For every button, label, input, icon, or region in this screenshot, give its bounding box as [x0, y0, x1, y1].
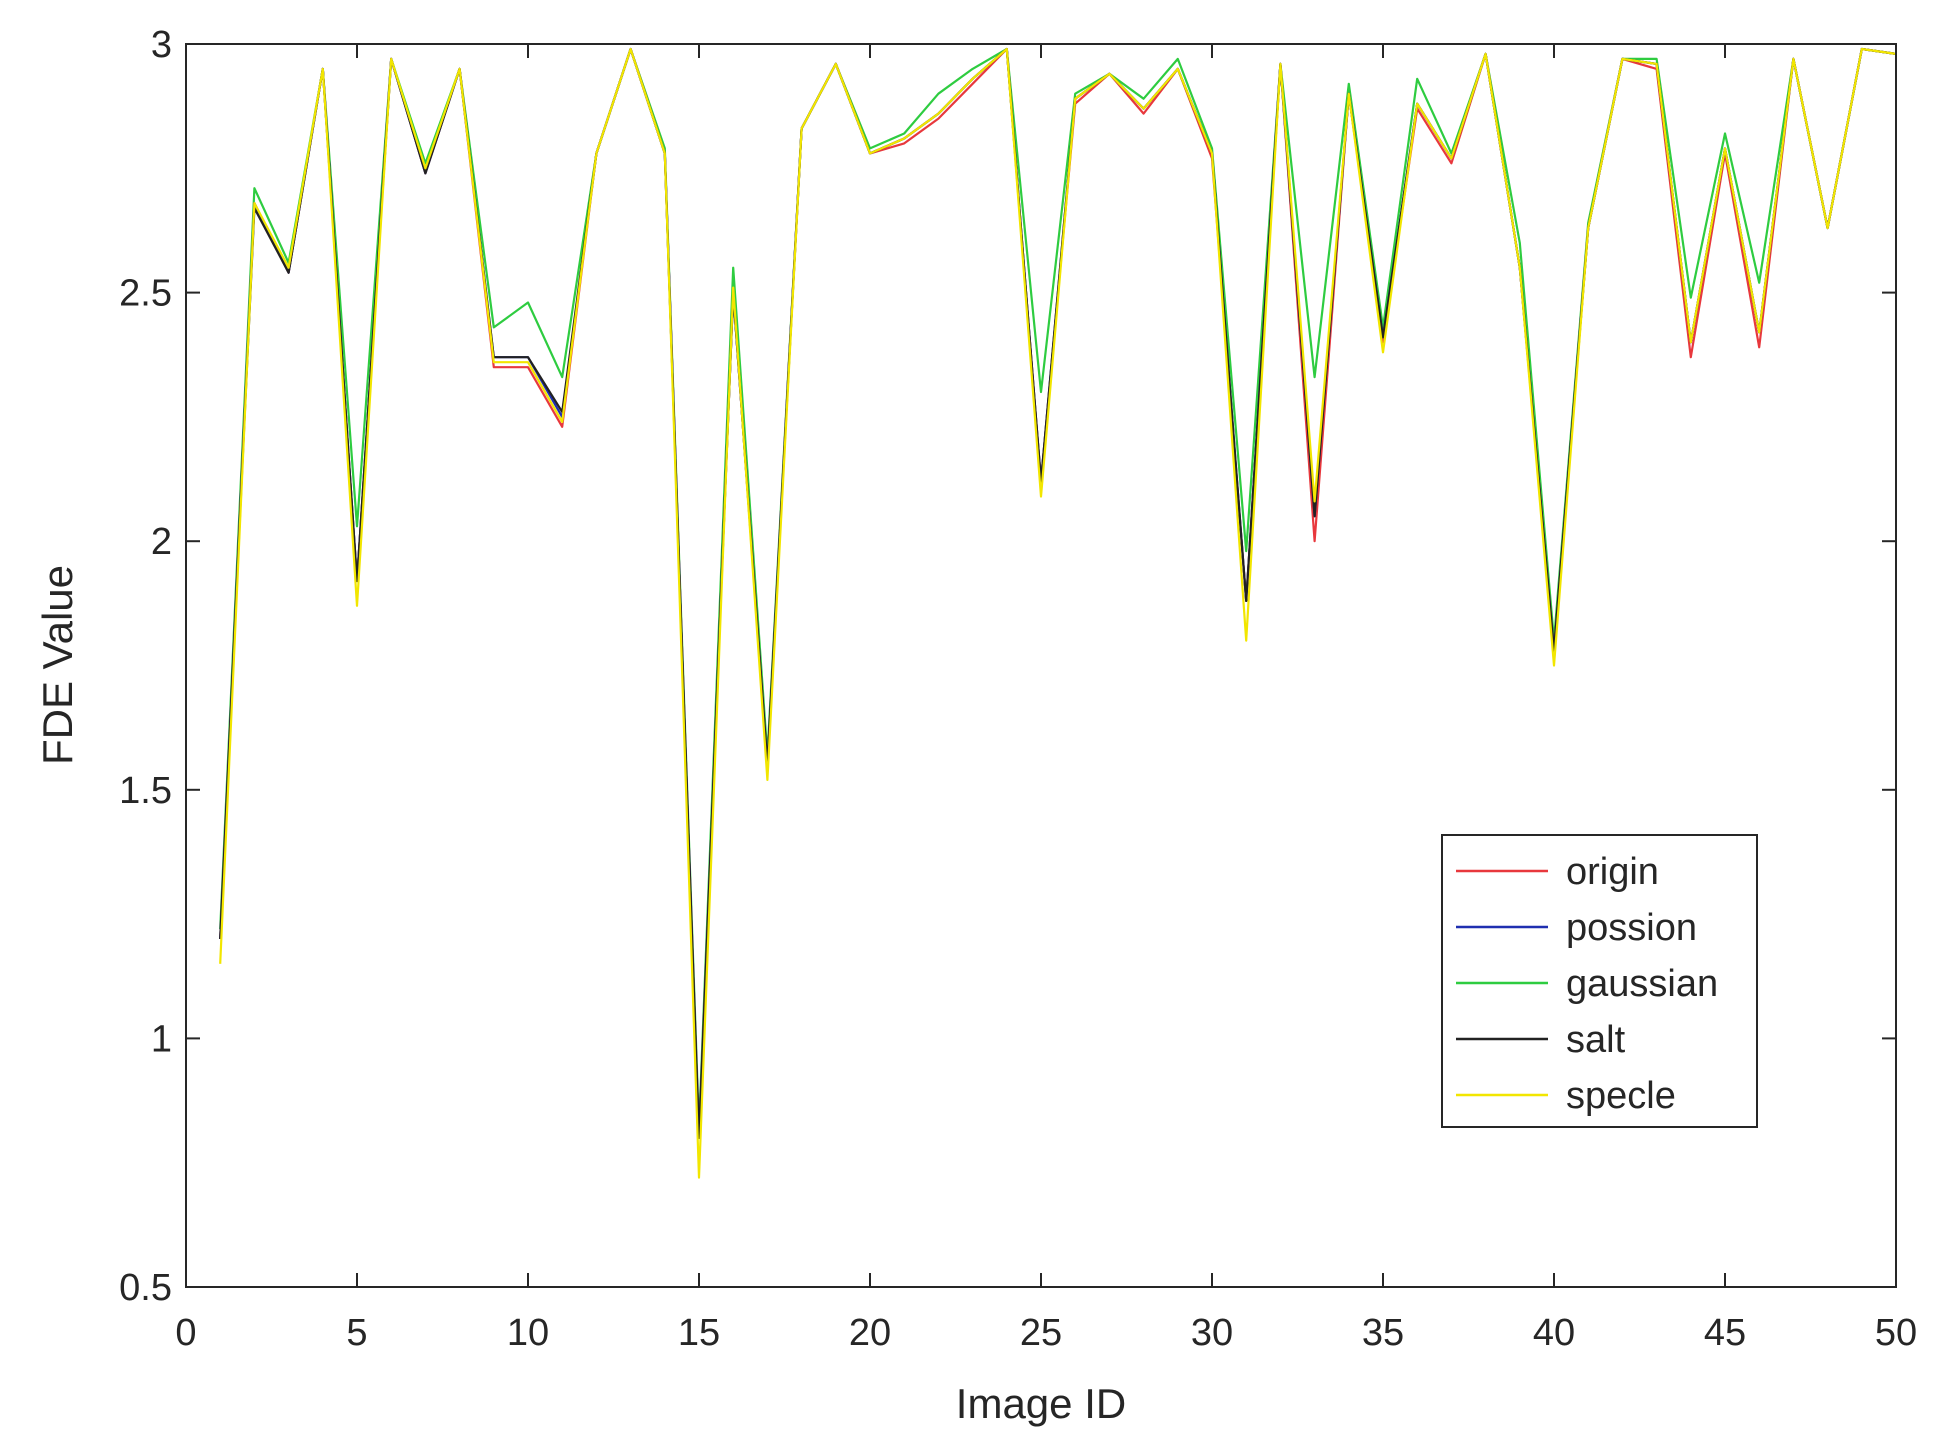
legend: origin possion gaussian salt specle — [1441, 834, 1758, 1128]
x-tick-label: 45 — [1704, 1312, 1746, 1354]
y-tick-label: 0.5 — [119, 1267, 172, 1309]
ticks-layer: 0 5 10 15 20 25 30 35 40 45 50 0.5 1 1.5 2 2.5 3 — [119, 24, 1917, 1354]
x-tick-label: 20 — [849, 1312, 891, 1354]
legend-label-gaussian: gaussian — [1566, 963, 1718, 1005]
y-tick-label: 3 — [151, 24, 172, 66]
x-tick-label: 5 — [346, 1312, 367, 1354]
legend-label-specle: specle — [1566, 1075, 1676, 1117]
x-tick-label: 35 — [1362, 1312, 1404, 1354]
x-tick-label: 25 — [1020, 1312, 1062, 1354]
y-tick-label: 2.5 — [119, 273, 172, 315]
x-tick-label: 15 — [678, 1312, 720, 1354]
x-tick-label: 40 — [1533, 1312, 1575, 1354]
y-tick-label: 1 — [151, 1018, 172, 1060]
x-tick-label: 50 — [1875, 1312, 1917, 1354]
y-axis-title: FDE Value — [34, 565, 81, 765]
legend-label-possion: possion — [1566, 907, 1697, 949]
y-tick-label: 1.5 — [119, 770, 172, 812]
x-tick-label: 10 — [507, 1312, 549, 1354]
x-tick-label: 0 — [175, 1312, 196, 1354]
legend-label-salt: salt — [1566, 1019, 1626, 1061]
series-line-specle — [219, 47, 1897, 1179]
x-tick-label: 30 — [1191, 1312, 1233, 1354]
legend-label-origin: origin — [1566, 851, 1659, 893]
series-layer — [219, 47, 1897, 1179]
y-tick-label: 2 — [151, 521, 172, 563]
legend-box — [1441, 834, 1758, 1128]
x-axis-title: Image ID — [956, 1380, 1126, 1427]
